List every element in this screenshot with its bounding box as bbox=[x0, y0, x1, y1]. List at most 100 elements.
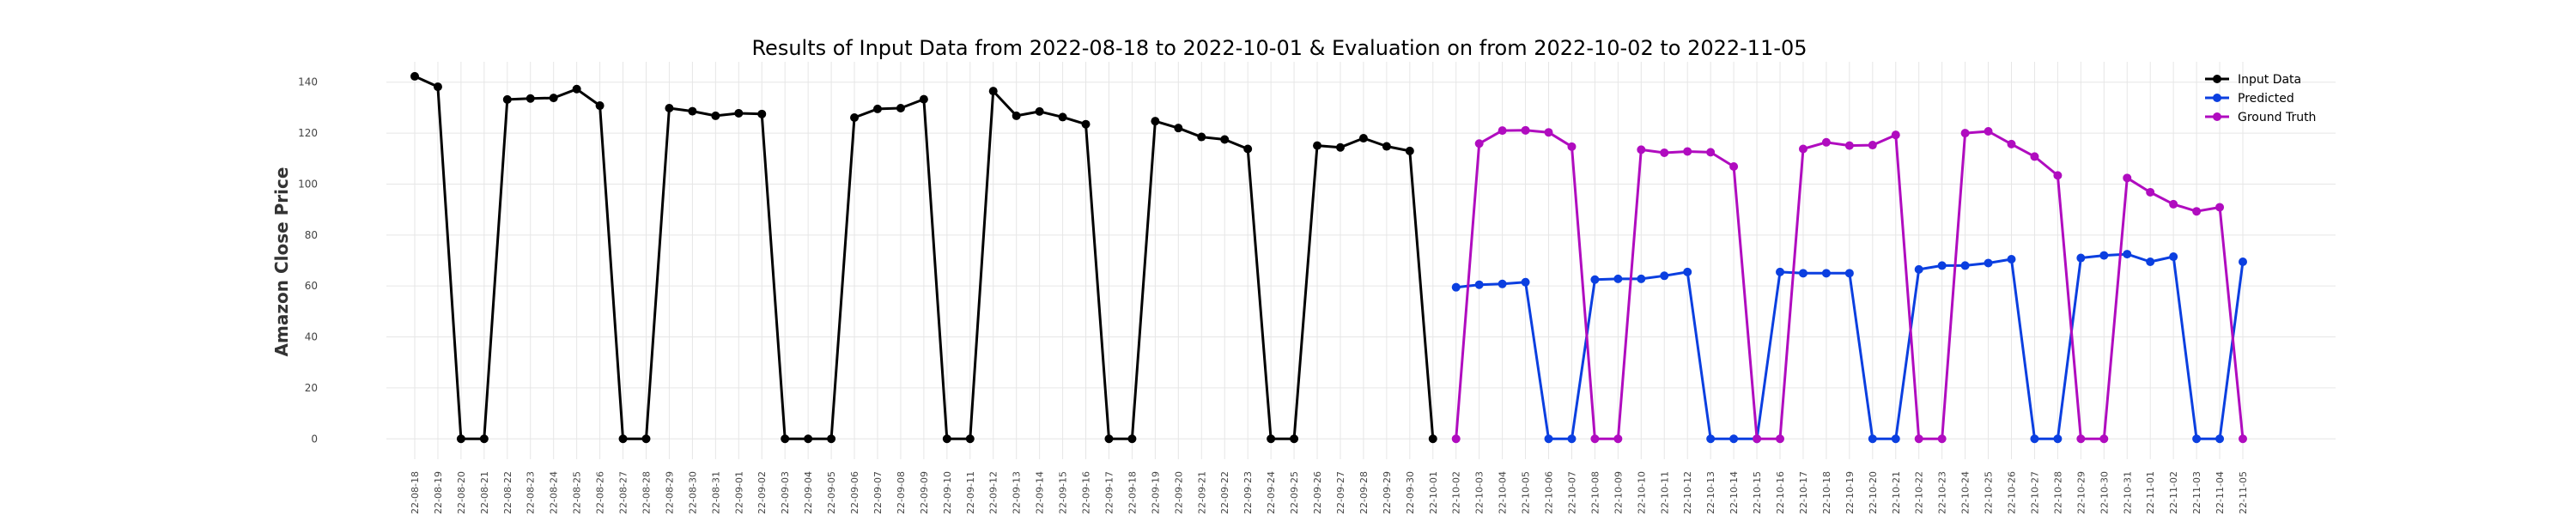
y-tick-label: 20 bbox=[305, 382, 318, 394]
data-point bbox=[1821, 137, 1831, 147]
legend: Input Data Predicted Ground Truth bbox=[2205, 73, 2316, 124]
data-point bbox=[2053, 434, 2063, 444]
data-point bbox=[572, 84, 581, 94]
x-tick-label: '22-09-18 bbox=[1127, 471, 1138, 515]
x-tick-label: '22-10-14 bbox=[1728, 471, 1740, 515]
x-tick-label: '22-11-01 bbox=[2145, 471, 2156, 515]
x-tick-label: '22-10-08 bbox=[1589, 471, 1601, 515]
x-tick-label: '22-09-30 bbox=[1405, 471, 1416, 515]
data-point bbox=[965, 434, 975, 444]
x-tick-label: '22-09-17 bbox=[1103, 471, 1115, 515]
data-point bbox=[1776, 434, 1785, 444]
data-point bbox=[1984, 258, 1993, 268]
data-point bbox=[410, 71, 419, 81]
data-point bbox=[1683, 147, 1692, 156]
x-tick-label: '22-09-26 bbox=[1312, 471, 1323, 515]
x-tick-label: '22-09-16 bbox=[1081, 471, 1092, 515]
data-point bbox=[2123, 173, 2132, 183]
x-tick-label: '22-10-29 bbox=[2075, 471, 2087, 515]
x-tick-label: '22-11-03 bbox=[2191, 471, 2202, 515]
data-point bbox=[1914, 264, 1923, 274]
x-tick-label: '22-10-31 bbox=[2122, 471, 2133, 515]
data-point bbox=[2030, 152, 2039, 161]
data-point bbox=[502, 94, 512, 104]
data-point bbox=[2053, 171, 2063, 180]
data-point bbox=[1428, 434, 1437, 444]
data-point bbox=[757, 109, 767, 118]
data-point bbox=[1451, 282, 1461, 292]
data-point bbox=[2239, 257, 2247, 266]
y-tick-label: 40 bbox=[305, 331, 318, 343]
x-tick-label: '22-09-15 bbox=[1058, 471, 1069, 515]
data-point bbox=[1753, 434, 1762, 444]
data-point bbox=[1844, 141, 1854, 150]
data-point bbox=[1706, 148, 1716, 157]
data-point bbox=[1012, 111, 1021, 120]
x-tick-label: '22-09-08 bbox=[896, 471, 907, 515]
series-group bbox=[410, 71, 2247, 444]
data-point bbox=[526, 94, 535, 103]
data-point bbox=[456, 434, 465, 444]
data-point bbox=[1382, 142, 1391, 151]
data-point bbox=[872, 104, 882, 113]
data-point bbox=[1891, 434, 1900, 444]
x-tick-label: '22-10-02 bbox=[1451, 471, 1462, 515]
data-point bbox=[1660, 271, 1669, 281]
data-point bbox=[919, 94, 928, 104]
y-tick-labels: 0 20 40 60 80 100 120 140 bbox=[298, 76, 318, 445]
x-tick-label: '22-09-10 bbox=[942, 471, 953, 515]
data-point bbox=[1243, 144, 1253, 154]
data-point bbox=[1521, 277, 1530, 287]
data-point bbox=[1798, 144, 1807, 154]
data-point bbox=[1544, 434, 1553, 444]
x-tick-label: '22-09-05 bbox=[826, 471, 837, 515]
data-point bbox=[2146, 257, 2155, 266]
x-tick-label: '22-08-23 bbox=[526, 471, 537, 515]
data-point bbox=[595, 101, 605, 111]
x-tick-label: '22-09-11 bbox=[965, 471, 976, 515]
x-tick-label: '22-10-01 bbox=[1428, 471, 1439, 515]
data-point bbox=[1035, 106, 1044, 116]
x-tick-label: '22-09-28 bbox=[1358, 471, 1370, 515]
x-tick-label: '22-10-03 bbox=[1474, 471, 1485, 515]
x-tick-label: '22-09-27 bbox=[1335, 471, 1346, 515]
data-point bbox=[1567, 142, 1577, 151]
data-point bbox=[1474, 139, 1484, 148]
x-tick-label: '22-08-28 bbox=[641, 471, 652, 515]
x-tick-label: '22-10-07 bbox=[1566, 471, 1577, 515]
data-point bbox=[1729, 161, 1739, 171]
x-tick-label: '22-10-18 bbox=[1821, 471, 1832, 515]
data-point bbox=[1706, 434, 1716, 444]
data-point bbox=[1683, 267, 1692, 276]
data-point bbox=[2169, 199, 2178, 209]
data-point bbox=[1081, 119, 1091, 129]
data-point bbox=[2076, 434, 2086, 444]
y-tick-label: 80 bbox=[305, 229, 318, 241]
y-tick-label: 140 bbox=[298, 76, 318, 88]
data-point bbox=[1637, 145, 1646, 154]
data-point bbox=[1891, 130, 1900, 140]
x-tick-label: '22-09-02 bbox=[756, 471, 768, 515]
data-point bbox=[988, 87, 998, 96]
data-point bbox=[2169, 252, 2178, 262]
x-tick-label: '22-09-09 bbox=[919, 471, 930, 515]
data-point bbox=[2215, 203, 2225, 212]
data-point bbox=[1960, 129, 1970, 138]
data-point bbox=[1937, 434, 1947, 444]
x-tick-label: '22-09-21 bbox=[1196, 471, 1207, 515]
data-point bbox=[2192, 207, 2202, 216]
x-tick-label: '22-09-22 bbox=[1219, 471, 1230, 515]
data-point bbox=[827, 434, 836, 444]
x-tick-label: '22-10-11 bbox=[1659, 471, 1670, 515]
x-tick-label: '22-09-29 bbox=[1382, 471, 1393, 515]
data-point bbox=[1151, 117, 1160, 126]
data-point bbox=[711, 111, 720, 120]
data-point bbox=[850, 112, 860, 122]
data-point bbox=[2030, 434, 2039, 444]
data-point bbox=[2099, 251, 2109, 260]
x-tick-label: '22-10-09 bbox=[1613, 471, 1624, 515]
data-point bbox=[1498, 126, 1507, 136]
data-point bbox=[2007, 139, 2016, 148]
data-point bbox=[1058, 112, 1067, 122]
x-tick-label: '22-10-15 bbox=[1752, 471, 1763, 515]
